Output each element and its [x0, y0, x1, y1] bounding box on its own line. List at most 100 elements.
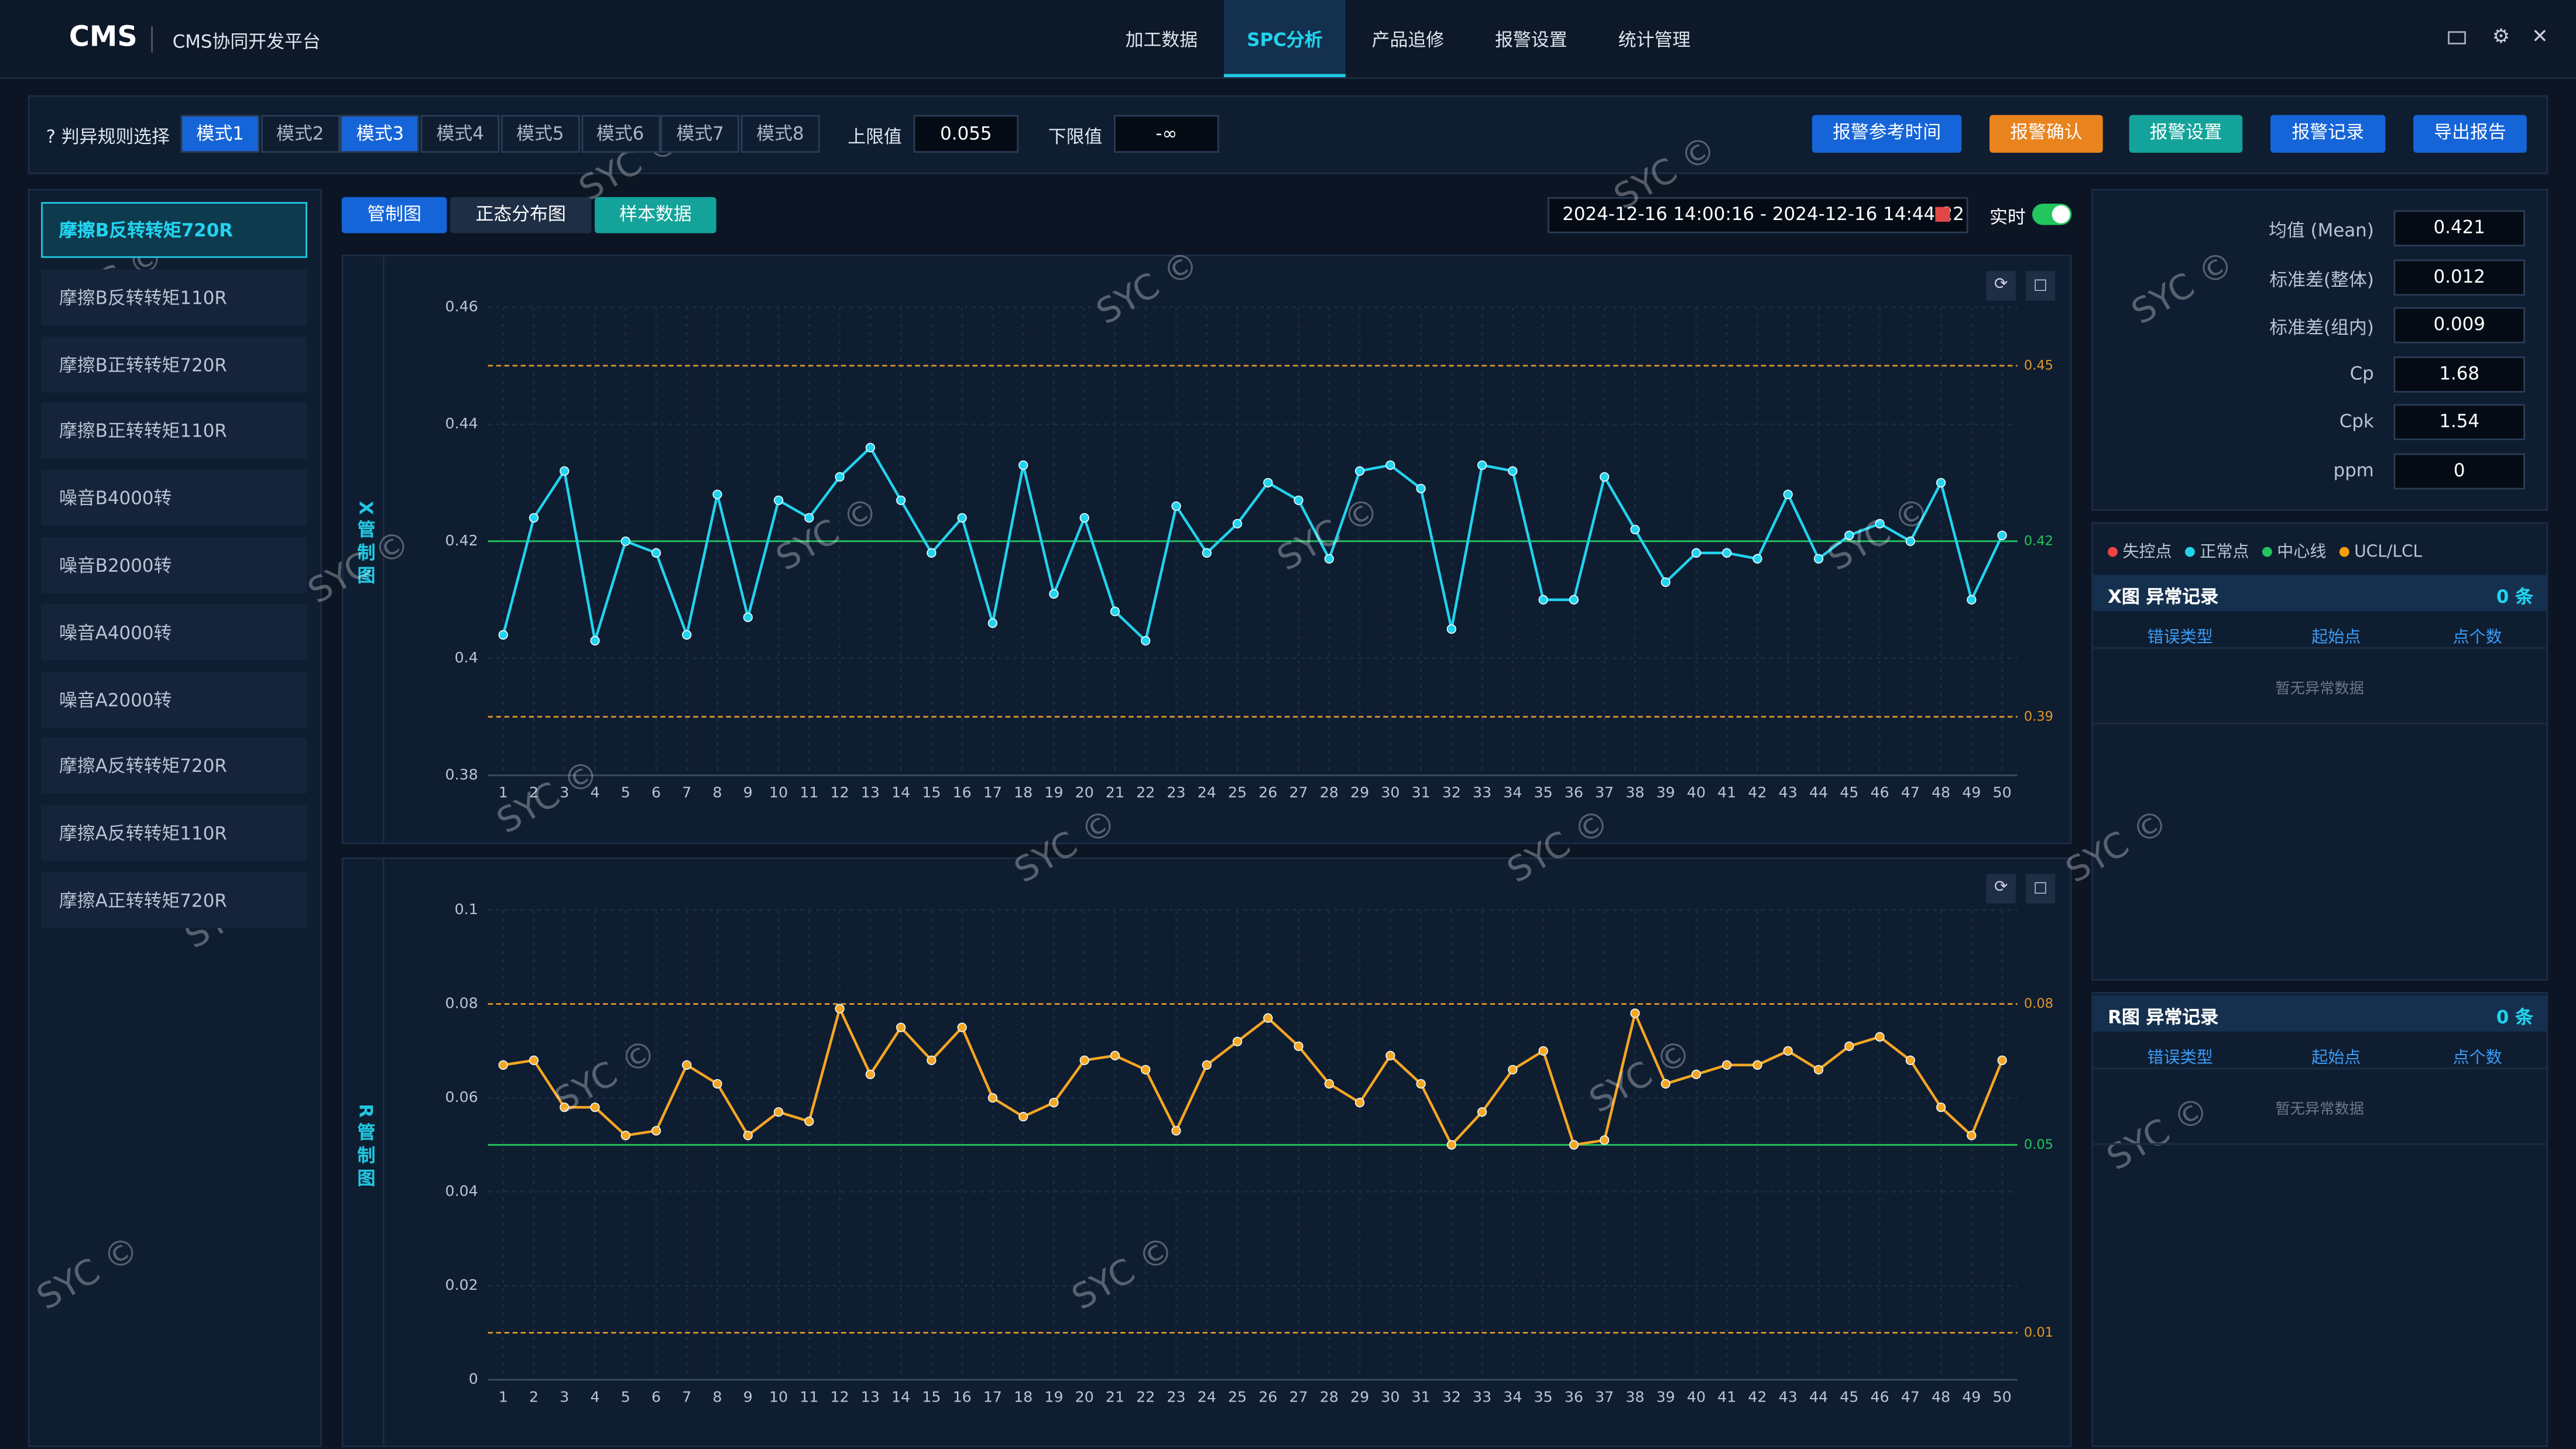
nav-item[interactable]: SPC分析 — [1247, 29, 1323, 51]
sidebar-item[interactable]: 摩擦B反转转矩720R — [41, 202, 307, 258]
fullscreen-button[interactable]: □ — [2025, 874, 2056, 904]
data-point — [1569, 1140, 1579, 1150]
x-tick-label: 13 — [861, 1389, 880, 1406]
x-tick-label: 45 — [1840, 784, 1858, 801]
action-button[interactable]: 报警确认 — [1989, 115, 2103, 153]
x-tick-label: 24 — [1198, 784, 1216, 801]
nav-item[interactable]: 报警设置 — [1495, 29, 1567, 51]
x-tick-label: 37 — [1595, 784, 1614, 801]
realtime-toggle[interactable] — [2032, 204, 2072, 225]
data-point — [1569, 595, 1579, 605]
data-point — [1049, 589, 1059, 599]
x-tick-label: 9 — [743, 784, 753, 801]
settings-icon[interactable]: ⚙ — [2492, 25, 2510, 48]
record-column: 点个数 — [2452, 1049, 2502, 1068]
data-point — [590, 1102, 600, 1112]
nav-item[interactable]: 产品追修 — [1371, 29, 1445, 51]
x-tick-label: 40 — [1687, 784, 1706, 801]
x-tick-label: 32 — [1442, 1389, 1461, 1406]
stat-label: Cp — [2349, 362, 2374, 384]
mode-button[interactable]: 模式3 — [341, 115, 420, 153]
data-point — [1049, 1097, 1059, 1108]
mode-button[interactable]: 模式1 — [180, 115, 260, 153]
mode-button[interactable]: 模式6 — [581, 115, 660, 153]
stat-label: 标准差(组内) — [2269, 317, 2374, 339]
data-point — [1354, 466, 1365, 476]
legend-label: UCL/LCL — [2354, 544, 2423, 562]
data-point — [1783, 1046, 1793, 1056]
data-point — [1171, 1126, 1181, 1136]
sidebar-item[interactable]: 噪音A4000转 — [41, 604, 307, 660]
data-point — [529, 513, 539, 523]
data-point — [1324, 554, 1334, 564]
mode-button[interactable]: 模式2 — [260, 115, 340, 153]
y-tick-label: 0.42 — [445, 532, 478, 549]
mode-button[interactable]: 模式5 — [500, 115, 580, 153]
data-point — [835, 472, 845, 482]
legend-label: 失控点 — [2122, 544, 2172, 562]
control-limit-label: 0.39 — [2024, 709, 2053, 724]
lower-input[interactable]: -∞ — [1113, 115, 1219, 153]
x-tick-label: 12 — [831, 1389, 849, 1406]
x-tick-label: 39 — [1656, 1389, 1675, 1406]
data-point — [1997, 1055, 2007, 1065]
action-button[interactable]: 报警记录 — [2270, 115, 2386, 153]
data-point — [1263, 1013, 1273, 1023]
x-tick-label: 14 — [891, 784, 910, 801]
fullscreen-button[interactable]: □ — [2025, 271, 2056, 301]
date-range[interactable]: 2024-12-16 14:00:16 - 2024-12-16 14:44:2… — [1547, 197, 1968, 234]
record-count: 0 条 — [2496, 1007, 2534, 1029]
x-tick-label: 39 — [1656, 784, 1675, 801]
tab[interactable]: 管制图 — [341, 197, 447, 234]
series-line — [502, 445, 2004, 644]
sidebar-item[interactable]: 摩擦A反转转矩110R — [41, 805, 307, 861]
monitor-icon[interactable] — [2448, 31, 2466, 44]
action-button[interactable]: 报警参考时间 — [1812, 115, 1962, 153]
x-tick-label: 19 — [1044, 784, 1063, 801]
record-header-bg — [2093, 995, 2547, 1032]
sidebar-item[interactable]: 摩擦A反转转矩720R — [41, 738, 307, 794]
data-point — [529, 1055, 539, 1065]
x-tick-label: 8 — [713, 1389, 722, 1406]
data-point — [1875, 1032, 1885, 1042]
data-point — [1997, 530, 2007, 540]
x-tick-label: 48 — [1932, 784, 1950, 801]
mode-button[interactable]: 模式8 — [740, 115, 820, 153]
data-point — [1538, 1046, 1548, 1056]
tab[interactable]: 正态分布图 — [450, 197, 592, 234]
x-tick-label: 23 — [1167, 1389, 1185, 1406]
tab[interactable]: 样本数据 — [595, 197, 716, 234]
action-button[interactable]: 报警设置 — [2129, 115, 2243, 153]
x-tick-label: 1 — [499, 1389, 508, 1406]
mode-button[interactable]: 模式4 — [420, 115, 500, 153]
action-button[interactable]: 导出报告 — [2413, 115, 2527, 153]
data-point — [1141, 1065, 1151, 1075]
sidebar-item[interactable]: 噪音B2000转 — [41, 537, 307, 593]
refresh-button[interactable]: ⟳ — [1986, 271, 2016, 301]
refresh-button[interactable]: ⟳ — [1986, 874, 2016, 904]
nav-item[interactable]: 加工数据 — [1125, 29, 1198, 51]
sidebar-item[interactable]: 摩擦B正转转矩720R — [41, 336, 307, 392]
y-tick-label: 0.46 — [445, 298, 478, 315]
sidebar-item[interactable]: 摩擦B反转转矩110R — [41, 269, 307, 325]
x-tick-label: 10 — [769, 1389, 788, 1406]
x-tick-label: 16 — [953, 1389, 972, 1406]
x-tick-label: 6 — [651, 784, 661, 801]
sidebar-item[interactable]: 摩擦A正转转矩720R — [41, 872, 307, 928]
control-limit-label: 0.08 — [2024, 996, 2053, 1011]
nav-item[interactable]: 统计管理 — [1618, 29, 1691, 51]
x-tick-label: 48 — [1932, 1389, 1950, 1406]
data-point — [682, 630, 692, 640]
x-tick-label: 43 — [1779, 1389, 1798, 1406]
upper-label: 上限值 — [848, 126, 902, 148]
data-point — [1110, 1050, 1120, 1060]
record-divider — [2093, 1067, 2547, 1070]
sidebar-item[interactable]: 噪音A2000转 — [41, 671, 307, 727]
x-tick-label: 36 — [1565, 1389, 1583, 1406]
mode-button[interactable]: 模式7 — [660, 115, 740, 153]
sidebar-item[interactable]: 摩擦B正转转矩110R — [41, 403, 307, 459]
upper-input[interactable]: 0.055 — [913, 115, 1019, 153]
sidebar-item[interactable]: 噪音B4000转 — [41, 470, 307, 526]
close-icon[interactable]: ✕ — [2532, 25, 2548, 48]
